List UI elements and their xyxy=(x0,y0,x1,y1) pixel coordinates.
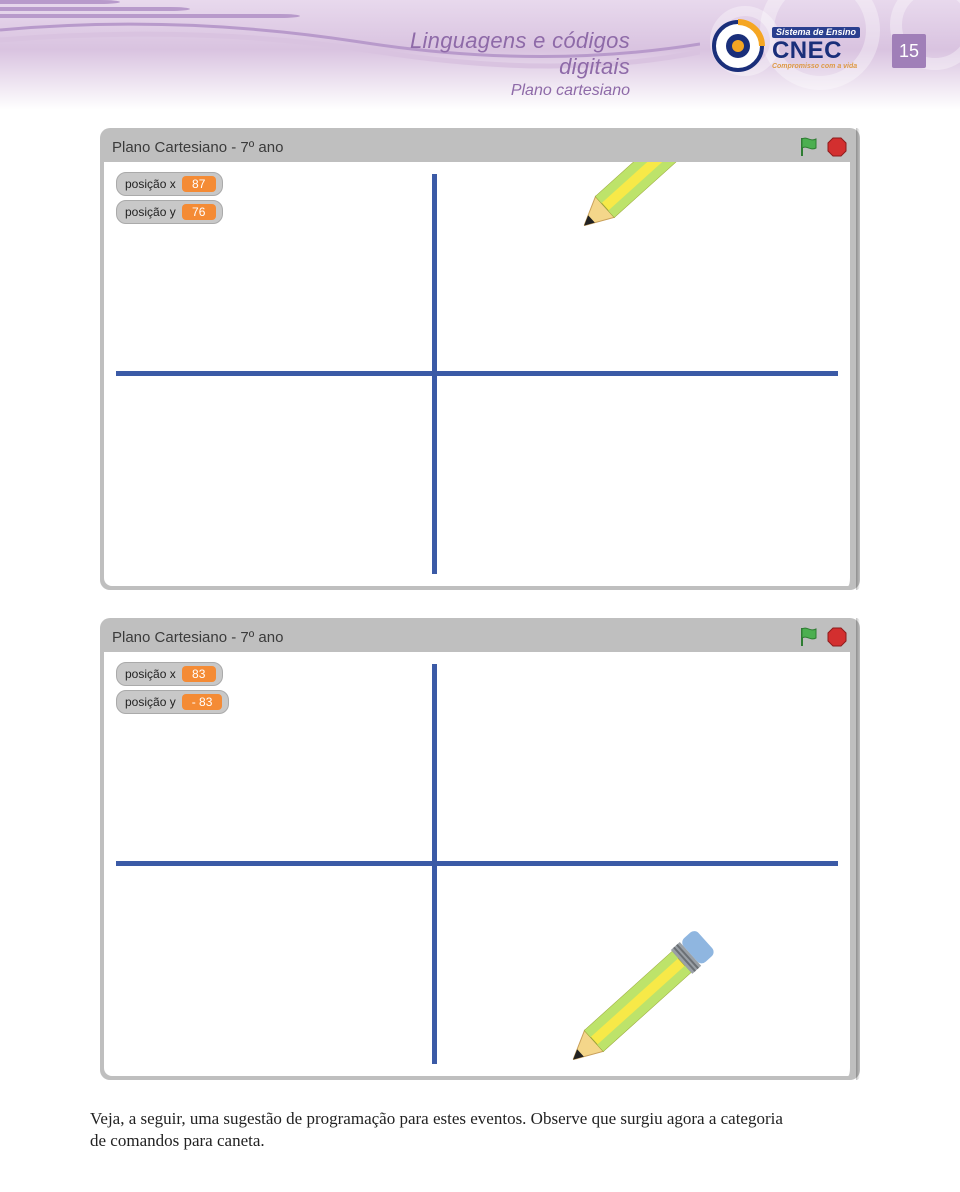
stage1-title: Plano Cartesiano - 7º ano xyxy=(112,139,283,156)
header-title-block: Linguagens e códigos digitais Plano cart… xyxy=(370,28,630,100)
body-line1: Veja, a seguir, uma sugestão de programa… xyxy=(90,1109,783,1128)
scratch-stage-1: Plano Cartesiano - 7º ano posição x 87 p… xyxy=(100,128,860,590)
scratch-stage-2: Plano Cartesiano - 7º ano posição x 83 p… xyxy=(100,618,860,1080)
stage1-x-axis xyxy=(116,371,838,376)
header-title: Linguagens e códigos digitais xyxy=(370,28,630,80)
header-subtitle: Plano cartesiano xyxy=(370,82,630,100)
logo-name: CNEC xyxy=(772,39,860,63)
stage2-canvas: posição x 83 posição y - 83 xyxy=(104,652,856,1076)
stage1-canvas: posição x 87 posição y 76 xyxy=(104,162,856,586)
stage1-pencil-sprite[interactable] xyxy=(589,162,758,261)
logo-top-label: Sistema de Ensino xyxy=(772,27,860,38)
brand-logo: Sistema de Ensino CNEC Compromisso com a… xyxy=(710,18,860,74)
stage2-pen-trail xyxy=(104,652,404,802)
green-flag-icon[interactable] xyxy=(798,136,820,158)
stage1-pen-trail xyxy=(104,162,404,312)
stage2-y-axis xyxy=(432,664,437,1064)
stage2-pencil-sprite[interactable] xyxy=(578,935,747,1076)
page-number-badge: 15 xyxy=(892,34,926,68)
stage2-x-axis xyxy=(116,861,838,866)
logo-tagline: Compromisso com a vida xyxy=(772,63,860,70)
logo-mark-icon xyxy=(710,18,766,74)
page-header: Linguagens e códigos digitais Plano cart… xyxy=(0,0,960,110)
stage1-header: Plano Cartesiano - 7º ano xyxy=(104,132,856,162)
stage2-header: Plano Cartesiano - 7º ano xyxy=(104,622,856,652)
stage1-y-axis xyxy=(432,174,437,574)
body-paragraph: Veja, a seguir, uma sugestão de programa… xyxy=(90,1108,870,1152)
stop-icon[interactable] xyxy=(826,626,848,648)
green-flag-icon[interactable] xyxy=(798,626,820,648)
stop-icon[interactable] xyxy=(826,136,848,158)
stage2-title: Plano Cartesiano - 7º ano xyxy=(112,629,283,646)
body-line2: de comandos para caneta. xyxy=(90,1131,265,1150)
